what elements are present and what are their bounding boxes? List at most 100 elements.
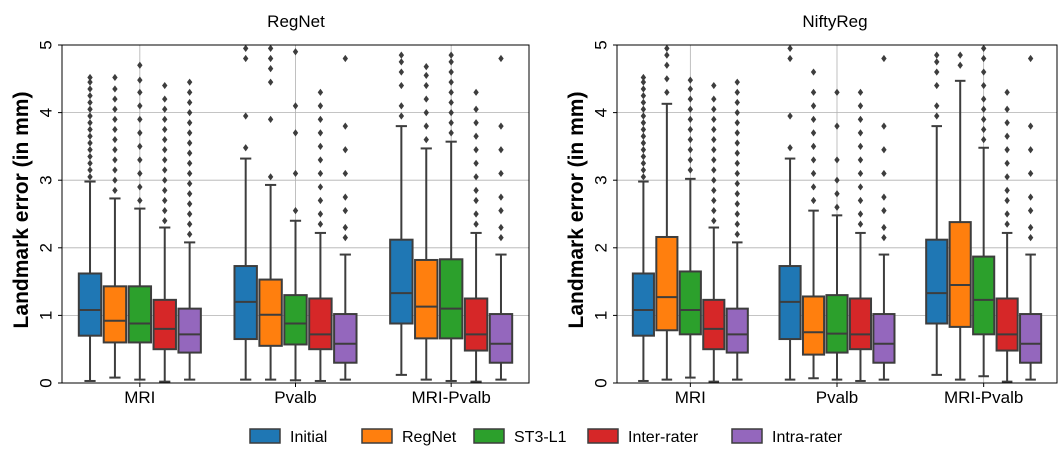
legend-label: Initial — [290, 429, 327, 446]
box-body — [152, 298, 177, 351]
outlier-point — [857, 183, 864, 191]
outlier-point — [87, 85, 93, 93]
outlier-point — [734, 129, 740, 137]
outlier-point — [317, 210, 324, 218]
x-tick-label: Pvalb — [816, 388, 859, 407]
outlier-point — [640, 132, 647, 140]
outlier-point — [498, 234, 504, 242]
outlier-point — [162, 115, 168, 123]
outlier-point — [1027, 193, 1034, 201]
outlier-point — [934, 68, 940, 76]
box-body — [1019, 313, 1043, 364]
y-tick-label: 0 — [592, 378, 611, 387]
box-body — [702, 298, 726, 351]
outlier-point — [711, 81, 717, 90]
outlier-point — [448, 58, 454, 66]
outlier-point — [881, 122, 887, 130]
box-body — [438, 258, 464, 340]
outlier-point — [292, 129, 299, 137]
outlier-point — [342, 54, 349, 63]
outlier-point — [857, 115, 864, 123]
outlier-point — [711, 136, 717, 144]
outlier-point — [1004, 132, 1010, 140]
outlier-point — [162, 176, 168, 184]
outlier-point — [810, 129, 817, 137]
outlier-point — [87, 112, 93, 120]
outlier-point — [810, 68, 817, 76]
y-tick-label: 5 — [592, 40, 611, 49]
outlier-point — [1027, 223, 1034, 232]
box-body — [463, 297, 489, 352]
legend-swatch — [473, 428, 505, 444]
outlier-point — [711, 115, 717, 123]
series-initial — [77, 44, 414, 382]
outlier-point — [687, 136, 694, 144]
outlier-point — [162, 105, 168, 113]
chart-title: NiftyReg — [802, 12, 867, 31]
box — [414, 63, 439, 381]
outlier-point — [162, 207, 168, 215]
outlier-point — [787, 112, 793, 120]
outlier-point — [640, 112, 647, 120]
outlier-point — [810, 102, 817, 110]
outlier-point — [834, 176, 840, 184]
outlier-point — [881, 193, 887, 201]
x-tick-label: MRI — [675, 388, 706, 407]
outlier-point — [934, 112, 940, 120]
outlier-point — [980, 81, 987, 90]
x-tick-label: MRI-Pvalb — [411, 388, 490, 407]
outlier-point — [934, 102, 940, 110]
outlier-point — [687, 125, 694, 134]
outlier-point — [1004, 220, 1010, 228]
outlier-point — [292, 48, 299, 56]
outlier-point — [137, 115, 143, 123]
legend: Initial RegNet ST3-L1 Inter-rater Intra-rate… — [249, 428, 843, 446]
box — [389, 51, 414, 376]
outlier-point — [87, 173, 93, 181]
outlier-point — [87, 159, 93, 167]
outlier-point — [317, 183, 324, 191]
outlier-point — [87, 92, 93, 100]
outlier-point — [664, 88, 670, 96]
outlier-point — [640, 173, 647, 181]
outlier-point — [267, 173, 274, 181]
outlier-point — [137, 76, 143, 84]
outlier-point — [317, 142, 324, 150]
outlier-point — [317, 196, 324, 205]
outlier-point — [640, 139, 647, 147]
outlier-point — [317, 129, 324, 137]
outlier-point — [317, 88, 324, 96]
outlier-point — [498, 223, 504, 232]
y-tick-label: 3 — [592, 175, 611, 184]
outlier-point — [834, 88, 840, 96]
outlier-point — [810, 142, 817, 150]
outlier-point — [473, 220, 479, 228]
outlier-point — [87, 119, 93, 127]
y-tick-label: 3 — [37, 175, 56, 184]
outlier-point — [186, 129, 193, 137]
outlier-point — [934, 58, 940, 66]
box-body — [488, 313, 514, 364]
outlier-point — [448, 51, 454, 59]
legend-item: Initial — [249, 428, 327, 446]
outlier-point — [473, 132, 479, 140]
outlier-point — [186, 149, 193, 157]
box-body — [872, 313, 896, 364]
outlier-point — [687, 115, 694, 123]
outlier-point — [186, 179, 193, 188]
box — [655, 44, 679, 381]
outlier-point — [342, 207, 349, 215]
box — [463, 88, 489, 383]
outlier-point — [398, 81, 405, 90]
series-inter-rater — [152, 81, 489, 383]
outlier-point — [186, 109, 193, 117]
outlier-point — [87, 125, 93, 134]
outlier-point — [1004, 146, 1010, 154]
outlier-point — [423, 136, 429, 144]
box-body — [655, 235, 679, 332]
outlier-point — [640, 73, 647, 82]
outlier-point — [980, 54, 987, 63]
box-body — [948, 221, 972, 328]
outlier-point — [734, 190, 740, 198]
outlier-point — [1004, 88, 1010, 96]
